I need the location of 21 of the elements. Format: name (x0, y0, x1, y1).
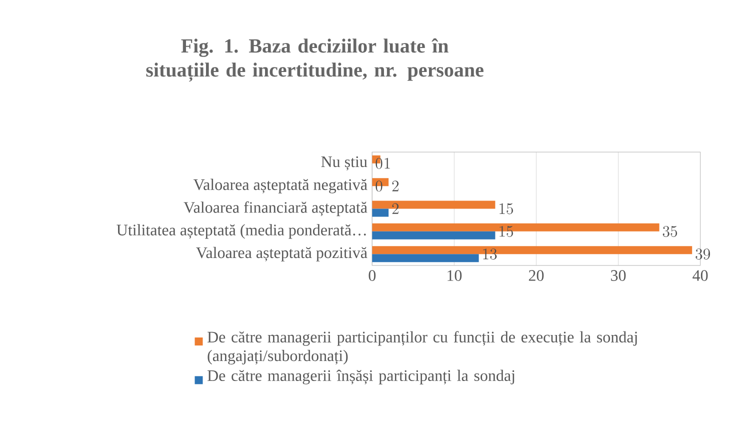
x-tick-label: 0 (368, 270, 376, 282)
chart-title: Fig. 1. Baza deciziilor luate în situațiile de incertitudine, nr. persoane (146, 38, 484, 82)
y-tick-label: Valoarea așteptată pozitivă (196, 247, 368, 262)
bar (372, 208, 389, 217)
data-label: 2 (392, 180, 399, 192)
y-tick-label: Valoarea așteptată negativă (193, 179, 368, 194)
bar (372, 254, 479, 262)
data-label: 39 (696, 248, 710, 260)
bar (372, 232, 496, 240)
data-label: 1 (384, 158, 390, 169)
legend-label: De către managerii înșăși participanți la sondaj (207, 370, 514, 385)
y-tick-label: Utilitatea așteptată (media ponderată… (116, 224, 366, 239)
x-tick-label: 40 (692, 270, 708, 282)
x-tick-label: 10 (448, 270, 462, 282)
x-tick-label: 20 (528, 270, 544, 282)
legend-label: De către managerii participanților cu funcții de execuție la sondaj (angajați/subordonați) (207, 331, 637, 365)
y-tick-label: Nu știu (321, 156, 368, 171)
data-label: 35 (662, 226, 678, 238)
x-tick-label: 30 (611, 270, 626, 282)
data-label: 15 (500, 204, 513, 214)
y-tick-label: Valoarea financiară așteptată (184, 202, 368, 216)
